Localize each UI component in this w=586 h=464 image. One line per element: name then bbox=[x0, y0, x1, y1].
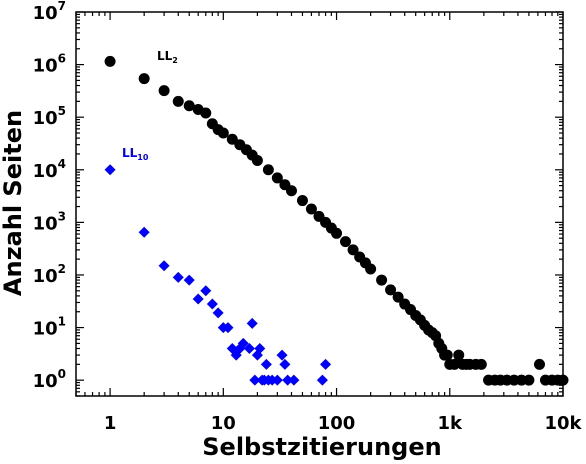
data-point bbox=[251, 155, 263, 167]
series-ll2 bbox=[104, 55, 569, 386]
data-point bbox=[172, 271, 184, 283]
data-point bbox=[320, 358, 332, 370]
data-point bbox=[138, 73, 150, 85]
data-point bbox=[271, 374, 283, 386]
data-point bbox=[392, 291, 404, 303]
data-point bbox=[285, 185, 297, 197]
data-point bbox=[453, 349, 465, 361]
data-point bbox=[192, 293, 204, 305]
y-tick-label: 104 bbox=[33, 157, 66, 182]
x-tick-label: 1k bbox=[438, 413, 464, 434]
data-point bbox=[249, 374, 261, 386]
y-axis-label: Anzahl Seiten bbox=[0, 110, 27, 296]
series-ll10 bbox=[104, 164, 332, 386]
y-tick-label: 103 bbox=[33, 209, 66, 234]
y-tick-label: 105 bbox=[33, 104, 66, 129]
data-point bbox=[246, 317, 258, 329]
data-point bbox=[376, 274, 388, 286]
data-point bbox=[104, 164, 116, 176]
data-point bbox=[276, 349, 288, 361]
data-point bbox=[206, 298, 218, 310]
data-point bbox=[340, 236, 352, 248]
x-axis-label: Selbstzitierungen bbox=[202, 433, 441, 461]
x-tick-label: 100 bbox=[318, 413, 356, 434]
x-tick-label: 10k bbox=[544, 413, 582, 434]
data-point bbox=[183, 100, 195, 112]
series-labels: LL2 LL10 bbox=[122, 49, 178, 162]
y-tick-label: 101 bbox=[33, 315, 66, 340]
data-point bbox=[316, 374, 328, 386]
plot-frame bbox=[75, 11, 564, 397]
data-point bbox=[226, 133, 238, 145]
data-point bbox=[279, 358, 291, 370]
data-point bbox=[288, 374, 300, 386]
data-point bbox=[200, 285, 212, 297]
data-point bbox=[260, 358, 272, 370]
data-point bbox=[138, 226, 150, 238]
series-label: LL2 bbox=[157, 49, 178, 65]
data-point bbox=[271, 172, 283, 184]
data-point bbox=[200, 107, 212, 119]
data-point bbox=[222, 322, 234, 334]
data-point bbox=[183, 274, 195, 286]
data-point bbox=[296, 195, 308, 207]
x-tick-label: 1 bbox=[104, 413, 117, 434]
data-point bbox=[217, 127, 229, 139]
data-point bbox=[533, 358, 545, 370]
x-axis-ticks: 1 10 100 1k 10k bbox=[75, 12, 583, 434]
series-label: LL10 bbox=[122, 146, 149, 162]
y-tick-label: 100 bbox=[33, 367, 66, 392]
data-point bbox=[282, 374, 294, 386]
data-point bbox=[172, 95, 184, 107]
data-point bbox=[385, 284, 397, 296]
data-point bbox=[475, 358, 487, 370]
x-tick-label: 10 bbox=[211, 413, 236, 434]
data-point bbox=[448, 358, 460, 370]
data-point bbox=[305, 203, 317, 215]
data-point bbox=[347, 244, 359, 256]
data-point bbox=[212, 307, 224, 319]
data-point bbox=[331, 227, 343, 239]
y-tick-label: 102 bbox=[33, 262, 66, 287]
series-points bbox=[104, 55, 569, 386]
y-tick-label: 107 bbox=[33, 0, 66, 24]
data-point bbox=[158, 260, 170, 272]
data-point bbox=[243, 343, 255, 355]
data-point bbox=[262, 164, 274, 176]
data-point bbox=[104, 55, 116, 67]
data-point bbox=[523, 374, 535, 386]
data-point bbox=[158, 85, 170, 97]
data-point bbox=[365, 263, 377, 275]
data-point bbox=[441, 349, 453, 361]
y-tick-label: 106 bbox=[33, 52, 66, 77]
data-point bbox=[254, 343, 266, 355]
data-point bbox=[237, 337, 249, 349]
